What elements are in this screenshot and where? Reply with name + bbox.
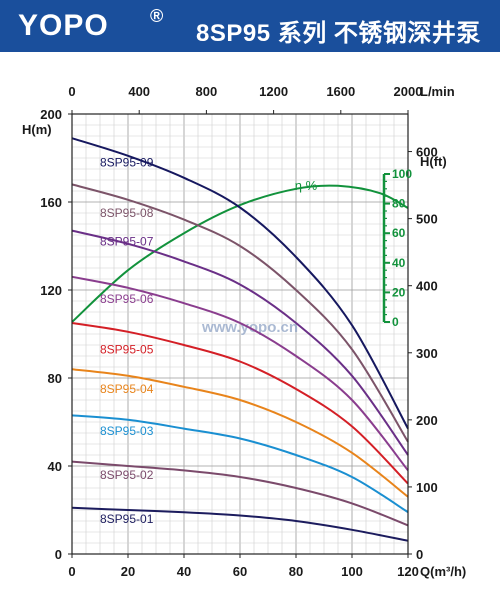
x-top-tick-label: 0 — [68, 84, 75, 99]
x-top-tick-label: 400 — [128, 84, 150, 99]
efficiency-tick-label: 20 — [392, 285, 406, 299]
efficiency-tick-label: 80 — [392, 197, 406, 211]
series-label-8sp95-03: 8SP95-03 — [100, 424, 154, 438]
x-top-tick-label: 2000 — [394, 84, 423, 99]
y-right-tick-label: 500 — [416, 212, 438, 227]
series-label-8sp95-04: 8SP95-04 — [100, 382, 154, 396]
series-line-8sp95-07 — [71, 229, 409, 456]
y-right-tick-label: 300 — [416, 346, 438, 361]
efficiency-curve-label: η % — [295, 178, 318, 193]
y-right-tick-label: 100 — [416, 480, 438, 495]
series-line-8sp95-03 — [71, 414, 409, 514]
series-label-8sp95-08: 8SP95-08 — [100, 206, 154, 220]
y-right-tick-label: 200 — [416, 413, 438, 428]
series-line-8sp95-02 — [71, 460, 409, 527]
x-bottom-tick-label: 120 — [397, 564, 419, 579]
header-banner: YOPO ® 8SP95 系列 不锈钢深井泵 — [0, 0, 500, 52]
efficiency-tick-label: 100 — [392, 167, 412, 181]
pump-performance-chart: www.yopo.cn η % 0 20 40 60 80 100 120 Q(m³/h)0 4… — [22, 84, 466, 579]
y-left-tick-label: 0 — [55, 547, 62, 562]
y-right-axis-label: H(ft) — [420, 154, 447, 169]
series-line-8sp95-05 — [71, 322, 409, 485]
x-top-tick-label: 1600 — [326, 84, 355, 99]
x-bottom-axis-label: Q(m³/h) — [420, 564, 466, 579]
y-right-tick-label: 400 — [416, 279, 438, 294]
series-line-8sp95-06 — [71, 275, 409, 472]
series-line-8sp95-08 — [71, 183, 409, 443]
series-label-8sp95-02: 8SP95-02 — [100, 468, 154, 482]
y-left-axis-label: H(m) — [22, 122, 52, 137]
y-left-tick-label: 40 — [48, 459, 62, 474]
y-right-tick-label: 600 — [416, 145, 438, 160]
series-label-8sp95-09: 8SP95-09 — [100, 155, 154, 169]
x-top-tick-label: 1200 — [259, 84, 288, 99]
series-line-8sp95-09 — [71, 137, 409, 430]
y-left-tick-label: 200 — [40, 107, 62, 122]
x-top-axis-label: L/min — [420, 84, 455, 99]
y-left-tick-label: 160 — [40, 195, 62, 210]
brand-logo: YOPO — [18, 9, 109, 42]
registered-mark: ® — [150, 6, 164, 26]
series-label-8sp95-07: 8SP95-07 — [100, 235, 154, 249]
x-top-tick-label: 800 — [196, 84, 218, 99]
x-bottom-tick-label: 100 — [341, 564, 363, 579]
x-bottom-tick-label: 80 — [289, 564, 303, 579]
y-left-tick-label: 120 — [40, 283, 62, 298]
x-bottom-tick-label: 40 — [177, 564, 191, 579]
series-label-8sp95-06: 8SP95-06 — [100, 292, 154, 306]
y-right-tick-label: 0 — [416, 547, 423, 562]
x-bottom-tick-label: 20 — [121, 564, 135, 579]
efficiency-tick-label: 0 — [392, 315, 399, 329]
efficiency-tick-label: 40 — [392, 256, 406, 270]
x-bottom-tick-label: 0 — [68, 564, 75, 579]
series-label-8sp95-05: 8SP95-05 — [100, 342, 154, 356]
series-line-8sp95-04 — [71, 368, 409, 498]
y-left-tick-label: 80 — [48, 371, 62, 386]
series-line-8sp95-01 — [71, 506, 409, 542]
x-bottom-tick-label: 60 — [233, 564, 247, 579]
page-title: 8SP95 系列 不锈钢深井泵 — [196, 20, 481, 47]
efficiency-tick-label: 60 — [392, 226, 406, 240]
efficiency-curve — [71, 184, 409, 323]
series-label-8sp95-01: 8SP95-01 — [100, 512, 154, 526]
